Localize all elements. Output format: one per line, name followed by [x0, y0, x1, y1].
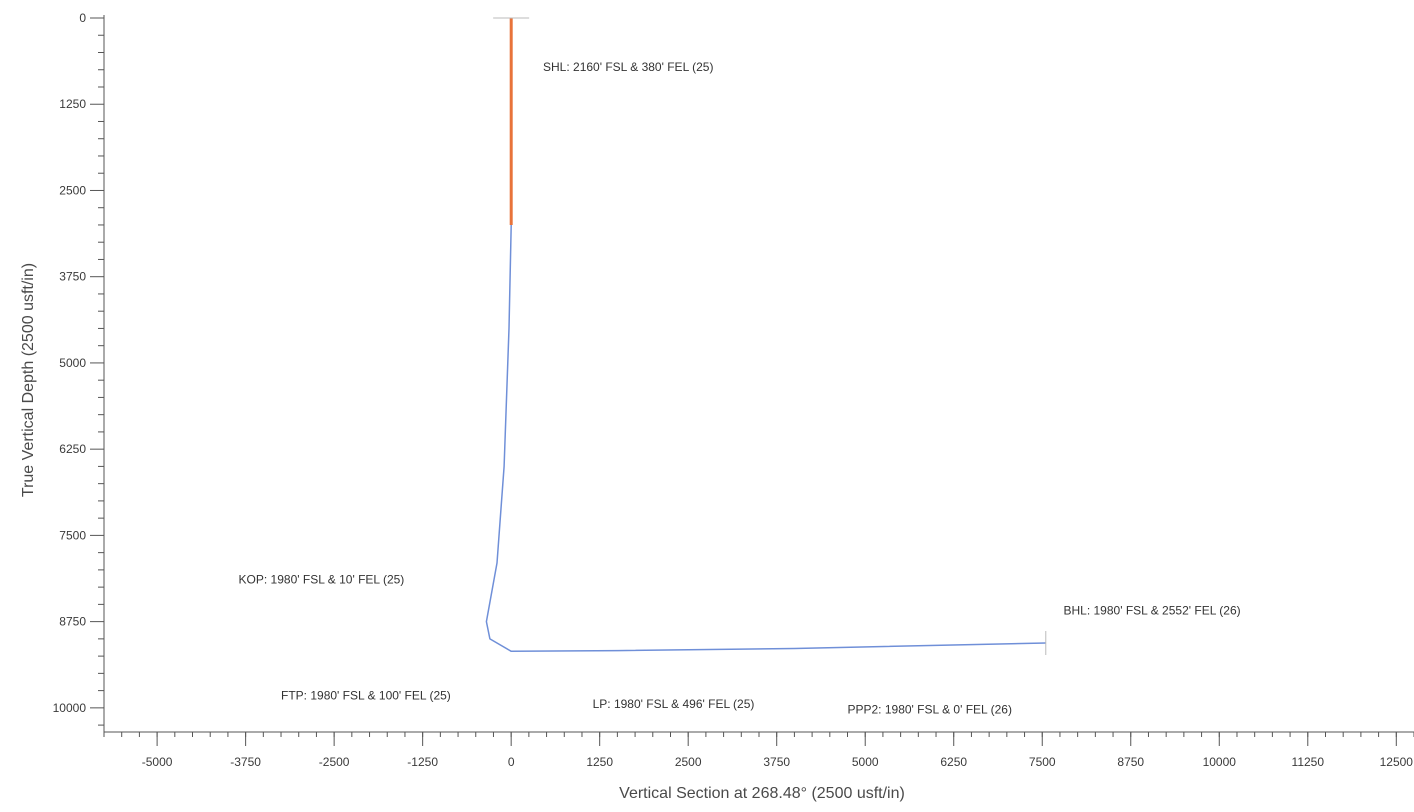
- annotation-layer: SHL: 2160' FSL & 380' FEL (25) KOP: 1980'…: [239, 60, 1241, 716]
- y-tick-label: 8750: [59, 615, 86, 629]
- x-tick-label: 8750: [1117, 755, 1144, 769]
- wellpath-line: [486, 225, 1045, 651]
- x-tick-label: -1250: [407, 755, 438, 769]
- annotation-label: KOP: 1980' FSL & 10' FEL (25): [239, 573, 405, 587]
- x-tick-label: -5000: [142, 755, 173, 769]
- y-tick-label: 10000: [53, 701, 87, 715]
- x-axis-title: Vertical Section at 268.48° (2500 usft/i…: [619, 785, 905, 802]
- axes: 0 1250 2500 3750 5000 6250 7500 8750 10000 -5000 -…: [53, 11, 1414, 769]
- x-tick-label: 1250: [586, 755, 613, 769]
- x-tick-label: 3750: [763, 755, 790, 769]
- x-tick-label: 11250: [1292, 755, 1325, 769]
- x-tick-label: 2500: [675, 755, 702, 769]
- y-tick-label: 2500: [59, 183, 86, 197]
- x-tick-label: -3750: [230, 755, 261, 769]
- x-tick-label: 0: [508, 755, 515, 769]
- annotation-label: LP: 1980' FSL & 496' FEL (25): [593, 697, 755, 711]
- y-tick-label: 3750: [59, 270, 86, 284]
- annotation-label: PPP2: 1980' FSL & 0' FEL (26): [848, 702, 1012, 716]
- series-layer: [486, 18, 1045, 655]
- annotation-label: BHL: 1980' FSL & 2552' FEL (26): [1063, 604, 1240, 618]
- y-tick-label: 7500: [59, 528, 86, 542]
- y-axis-title: True Vertical Depth (2500 usft/in): [20, 263, 37, 497]
- x-tick-label: 12500: [1380, 755, 1414, 769]
- y-tick-label: 1250: [59, 97, 86, 111]
- annotation-label: SHL: 2160' FSL & 380' FEL (25): [543, 60, 713, 74]
- y-tick-label: 6250: [59, 442, 86, 456]
- x-tick-label: -2500: [319, 755, 350, 769]
- y-tick-label: 5000: [59, 356, 86, 370]
- x-tick-label: 7500: [1029, 755, 1056, 769]
- x-tick-label: 10000: [1203, 755, 1237, 769]
- annotation-label: FTP: 1980' FSL & 100' FEL (25): [281, 689, 451, 703]
- x-tick-label: 5000: [852, 755, 879, 769]
- y-tick-label: 0: [79, 11, 86, 25]
- x-tick-label: 6250: [940, 755, 967, 769]
